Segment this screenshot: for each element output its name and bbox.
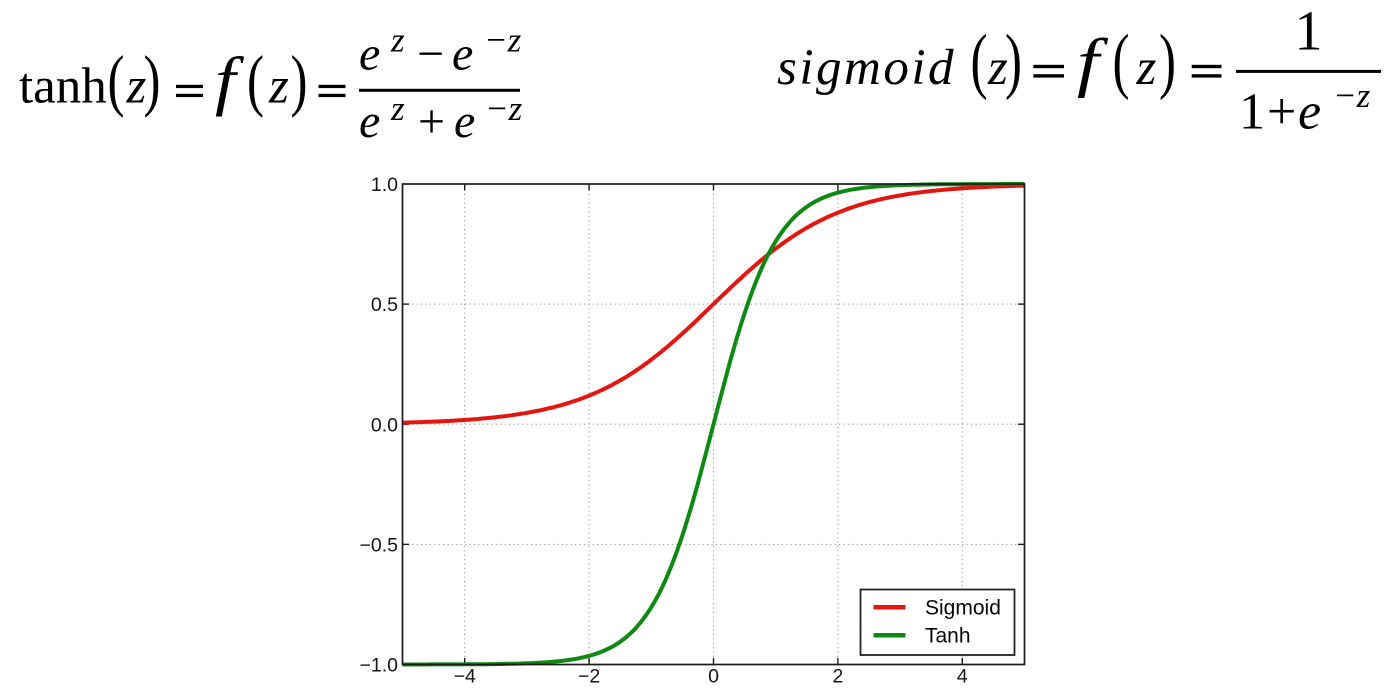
svg-text:): ) [1005, 19, 1022, 100]
svg-text:(: ( [247, 43, 264, 119]
svg-text:e: e [1298, 84, 1321, 141]
svg-text:f: f [1077, 25, 1109, 98]
svg-text:z: z [1136, 40, 1157, 96]
svg-text:Tanh: Tanh [925, 625, 971, 648]
svg-text:−z: −z [484, 21, 522, 60]
svg-text:0: 0 [708, 666, 719, 688]
svg-text:sigmoid: sigmoid [777, 40, 956, 96]
svg-text:0.5: 0.5 [371, 294, 398, 316]
svg-text:z: z [390, 89, 405, 128]
svg-text:1: 1 [1239, 84, 1265, 141]
svg-text:1: 1 [1295, 0, 1323, 62]
svg-text:(: ( [1113, 19, 1130, 100]
svg-text:f: f [215, 45, 245, 118]
svg-text:−z: −z [485, 89, 523, 128]
svg-text:(: ( [971, 19, 988, 100]
svg-text:z: z [126, 59, 147, 115]
svg-text:+: + [418, 95, 445, 148]
svg-text:tanh: tanh [19, 59, 107, 115]
svg-text:Sigmoid: Sigmoid [925, 597, 1001, 620]
svg-text:z: z [390, 21, 405, 60]
svg-text:): ) [291, 43, 308, 119]
svg-text:z: z [987, 40, 1008, 96]
svg-text:−2: −2 [578, 666, 600, 688]
svg-text:e: e [359, 95, 380, 148]
svg-text:e: e [452, 28, 473, 81]
svg-text:0.0: 0.0 [371, 414, 398, 436]
svg-text:z: z [268, 59, 289, 115]
svg-text:): ) [144, 43, 161, 119]
svg-text:−0.5: −0.5 [360, 535, 399, 557]
svg-text:e: e [454, 95, 475, 148]
svg-text:(: ( [108, 43, 125, 119]
svg-text:1.0: 1.0 [371, 174, 398, 196]
svg-text:−1.0: −1.0 [360, 655, 399, 677]
svg-text:−4: −4 [454, 666, 476, 688]
svg-text:4: 4 [957, 666, 968, 688]
svg-text:): ) [1159, 19, 1176, 100]
svg-text:+: + [1267, 84, 1296, 141]
svg-text:−z: −z [1333, 76, 1371, 115]
svg-text:−: − [417, 28, 444, 81]
svg-text:2: 2 [832, 666, 843, 688]
svg-text:e: e [359, 28, 380, 81]
